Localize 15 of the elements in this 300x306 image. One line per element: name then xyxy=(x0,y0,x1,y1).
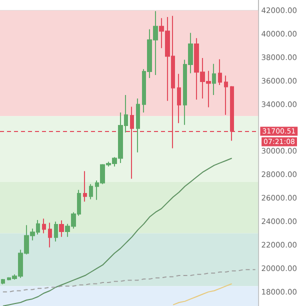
candlestick xyxy=(83,170,87,202)
candlestick xyxy=(177,73,181,124)
line-series xyxy=(2,269,256,292)
candlestick xyxy=(218,58,222,86)
candlestick xyxy=(89,184,93,200)
candlestick xyxy=(1,278,5,285)
line-series xyxy=(172,283,232,306)
candlestick xyxy=(48,222,52,248)
line-series xyxy=(2,158,232,306)
candlestick xyxy=(224,75,228,116)
candlestick xyxy=(54,221,58,242)
candlestick xyxy=(136,98,140,153)
candlestick xyxy=(59,220,64,238)
candlestick xyxy=(42,218,46,234)
candlestick xyxy=(212,63,216,96)
